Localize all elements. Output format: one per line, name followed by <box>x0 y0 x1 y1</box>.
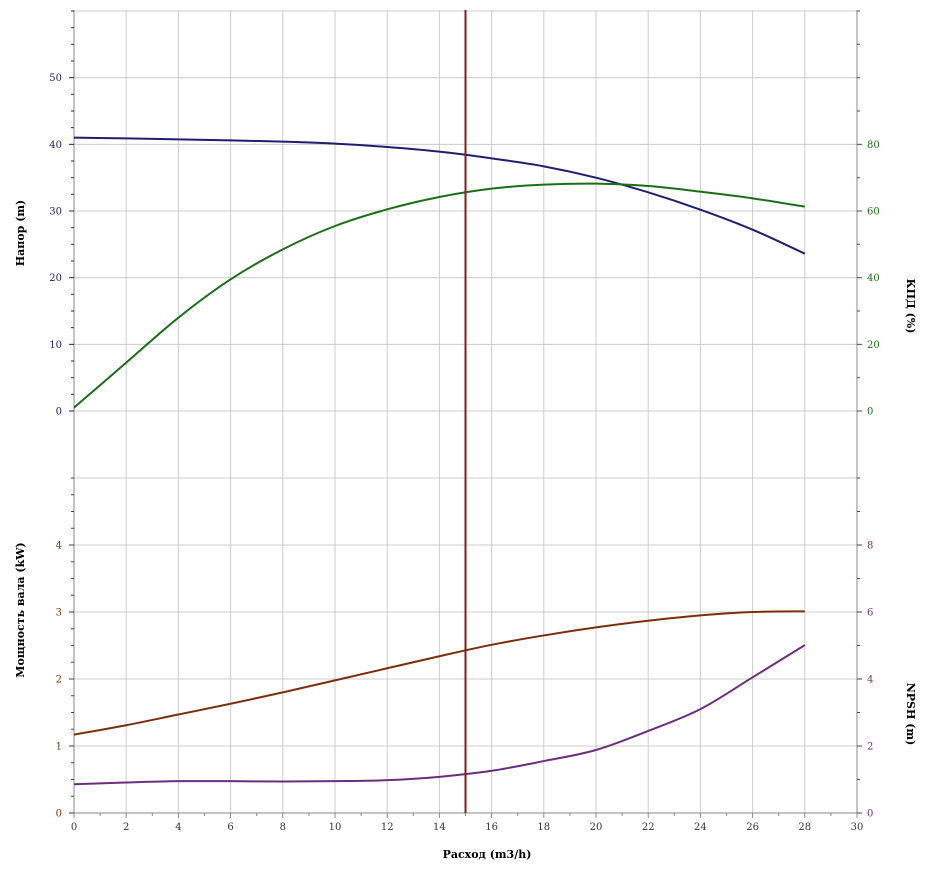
x-tick-label: 10 <box>329 822 342 833</box>
head-curve <box>73 136 806 255</box>
npsh-axis-tick-label: 0 <box>867 809 873 820</box>
head-axis-tick-label: 30 <box>49 207 62 218</box>
efficiency-axis-tick-label: 20 <box>867 340 880 351</box>
npsh-axis-tick-label: 4 <box>867 675 873 686</box>
efficiency-axis-title: КПД (%) <box>904 279 917 334</box>
x-tick-label: 22 <box>642 822 655 833</box>
efficiency-axis-tick-label: 60 <box>867 207 880 218</box>
series <box>73 10 806 813</box>
x-tick-label: 26 <box>746 822 759 833</box>
x-tick-label: 20 <box>590 822 603 833</box>
head-axis-tick-label: 40 <box>49 140 62 151</box>
x-tick-label: 4 <box>175 822 181 833</box>
x-tick-label: 12 <box>381 822 394 833</box>
power-axis-tick-label: 1 <box>56 742 62 753</box>
x-tick-label: 14 <box>433 822 446 833</box>
head-axis-tick-label: 50 <box>49 73 62 84</box>
npsh-axis-title: NPSH (m) <box>904 683 917 746</box>
power-axis-tick-label: 3 <box>56 608 62 619</box>
power-axis-tick-label: 2 <box>56 675 62 686</box>
head-axis-title: Напор (m) <box>14 200 27 266</box>
efficiency-axis-tick-label: 0 <box>867 407 873 418</box>
power-axis-tick-label: 0 <box>56 809 62 820</box>
head-axis-tick-label: 0 <box>56 407 62 418</box>
npsh-axis-tick-label: 8 <box>867 541 873 552</box>
x-tick-label: 16 <box>485 822 498 833</box>
power-axis-tick-label: 4 <box>56 541 62 552</box>
x-tick-label: 28 <box>798 822 811 833</box>
power-axis-title: Мощность вала (kW) <box>14 542 27 677</box>
x-tick-label: 2 <box>123 822 129 833</box>
npsh-curve <box>73 644 806 786</box>
x-tick-label: 0 <box>71 822 77 833</box>
efficiency-axis-tick-label: 80 <box>867 140 880 151</box>
x-tick-label: 6 <box>227 822 233 833</box>
labels: 0 2 4 6 8 10 12 14 16 18 20 22 24 26 28 300102030405002… <box>49 73 879 833</box>
head-axis-tick-label: 20 <box>49 273 62 284</box>
efficiency-curve <box>73 182 805 409</box>
head-axis-tick-label: 10 <box>49 340 62 351</box>
x-tick-label: 30 <box>851 822 864 833</box>
npsh-axis-tick-label: 2 <box>867 742 873 753</box>
efficiency-axis-tick-label: 40 <box>867 273 880 284</box>
x-tick-label: 18 <box>537 822 550 833</box>
x-axis-title: Расход (m3/h) <box>443 848 532 861</box>
power-curve <box>73 610 805 736</box>
x-tick-label: 24 <box>694 822 707 833</box>
npsh-axis-tick-label: 6 <box>867 608 873 619</box>
x-tick-label: 8 <box>280 822 286 833</box>
